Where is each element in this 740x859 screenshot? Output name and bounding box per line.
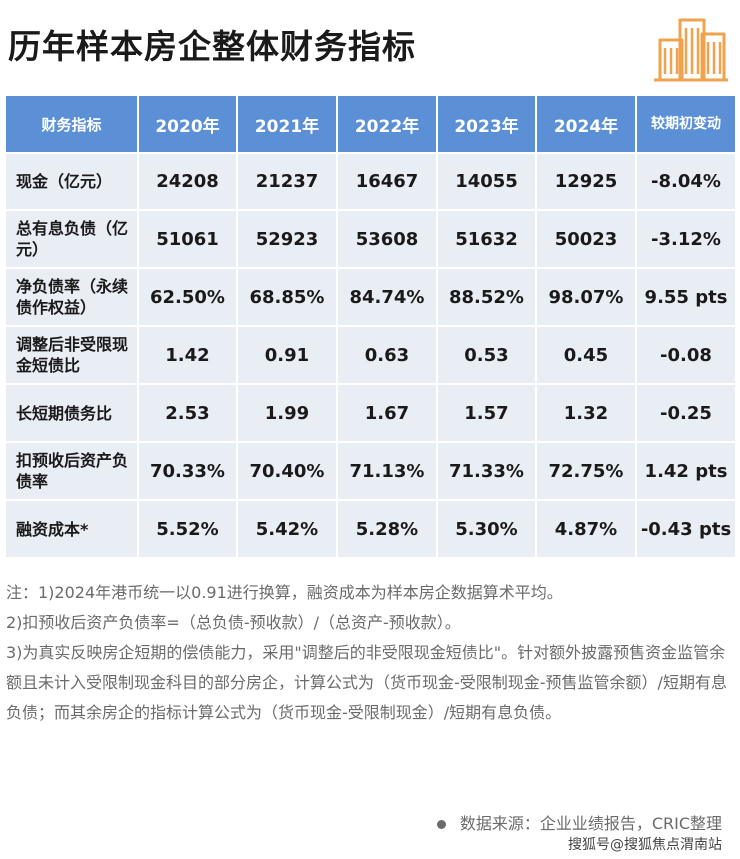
- footnote: 注：1)2024年港币统一以0.91进行换算，融资成本为样本房企数据算术平均。: [6, 583, 563, 602]
- table-cell: 70.33%: [137, 441, 238, 501]
- metric-label: 总有息负债（亿元）: [4, 209, 139, 269]
- bullet-dot-icon: [436, 820, 446, 829]
- metric-label: 现金（亿元）: [4, 152, 139, 211]
- column-header: 2021年: [236, 94, 338, 154]
- table-cell: 12925: [535, 152, 637, 211]
- table-row: 总有息负债（亿元） 51061 52923 53608 51632 50023 …: [4, 209, 737, 269]
- table-row: 长短期债务比 2.53 1.99 1.67 1.57 1.32 -0.25: [4, 383, 737, 443]
- table-cell: 4.87%: [535, 499, 637, 559]
- column-header: 2020年: [137, 94, 238, 154]
- watermark-credit: 搜狐号@搜狐焦点渭南站: [568, 837, 722, 853]
- table-cell: 5.52%: [137, 499, 238, 559]
- footnote: 2)扣预收后资产负债率=（总负债-预收款）/（总资产-预收款）。: [6, 613, 461, 632]
- table-cell: 0.91: [236, 325, 338, 385]
- table-row: 扣预收后资产负债率 70.33% 70.40% 71.13% 71.33% 72…: [4, 441, 737, 501]
- column-header: 2023年: [436, 94, 537, 154]
- table-cell: 70.40%: [236, 441, 338, 501]
- column-header: 2024年: [535, 94, 637, 154]
- metric-label: 扣预收后资产负债率: [4, 441, 139, 501]
- table-header-row: 财务指标 2020年 2021年 2022年 2023年 2024年 较期初变动: [4, 94, 737, 154]
- column-header: 2022年: [336, 94, 438, 154]
- table-cell: 5.28%: [336, 499, 438, 559]
- table-row: 净负债率（永续债作权益） 62.50% 68.85% 84.74% 88.52%…: [4, 267, 737, 327]
- table-cell: 5.42%: [236, 499, 338, 559]
- column-header: 财务指标: [4, 94, 139, 154]
- table-cell: 1.67: [336, 383, 438, 443]
- table-cell: 24208: [137, 152, 238, 211]
- table-row: 现金（亿元） 24208 21237 16467 14055 12925 -8.…: [4, 152, 737, 211]
- table-cell: 53608: [336, 209, 438, 269]
- data-source: 数据来源：企业业绩报告，CRIC整理: [436, 810, 722, 834]
- table-cell: 0.45: [535, 325, 637, 385]
- metric-label: 融资成本*: [4, 499, 139, 559]
- table-cell: 1.42: [137, 325, 238, 385]
- source-text: 数据来源：企业业绩报告，CRIC整理: [459, 814, 722, 833]
- table-cell: 52923: [236, 209, 338, 269]
- table-cell: 0.63: [336, 325, 438, 385]
- table-cell: 51061: [137, 209, 238, 269]
- table-cell: -0.25: [635, 383, 737, 443]
- table-cell: -3.12%: [635, 209, 737, 269]
- table-cell: 68.85%: [236, 267, 338, 327]
- financial-indicators-table: 财务指标 2020年 2021年 2022年 2023年 2024年 较期初变动…: [4, 94, 737, 559]
- table-cell: 1.32: [535, 383, 637, 443]
- table-cell: 1.57: [436, 383, 537, 443]
- table-cell: 9.55 pts: [635, 267, 737, 327]
- table-cell: 1.42 pts: [635, 441, 737, 501]
- table-cell: 21237: [236, 152, 338, 211]
- table-cell: 5.30%: [436, 499, 537, 559]
- metric-label: 净负债率（永续债作权益）: [4, 267, 139, 327]
- table-row: 调整后非受限现金短债比 1.42 0.91 0.63 0.53 0.45 -0.…: [4, 325, 737, 385]
- table-cell: 84.74%: [336, 267, 438, 327]
- footnotes: 注：1)2024年港币统一以0.91进行换算，融资成本为样本房企数据算术平均。 …: [6, 578, 734, 728]
- building-icon: [650, 6, 732, 88]
- table-cell: 50023: [535, 209, 637, 269]
- table-cell: 1.99: [236, 383, 338, 443]
- table-cell: -0.08: [635, 325, 737, 385]
- table-cell: -0.43 pts: [635, 499, 737, 559]
- table-cell: 16467: [336, 152, 438, 211]
- table-cell: 71.13%: [336, 441, 438, 501]
- header: 历年样本房企整体财务指标: [0, 0, 740, 92]
- table-cell: -8.04%: [635, 152, 737, 211]
- table-cell: 2.53: [137, 383, 238, 443]
- page-title: 历年样本房企整体财务指标: [8, 27, 416, 66]
- column-header: 较期初变动: [635, 94, 737, 154]
- table-cell: 51632: [436, 209, 537, 269]
- table-cell: 98.07%: [535, 267, 637, 327]
- table-cell: 62.50%: [137, 267, 238, 327]
- table-cell: 72.75%: [535, 441, 637, 501]
- table-cell: 0.53: [436, 325, 537, 385]
- metric-label: 调整后非受限现金短债比: [4, 325, 139, 385]
- table-cell: 88.52%: [436, 267, 537, 327]
- metric-label: 长短期债务比: [4, 383, 139, 443]
- table-cell: 71.33%: [436, 441, 537, 501]
- table-row: 融资成本* 5.52% 5.42% 5.28% 5.30% 4.87% -0.4…: [4, 499, 737, 559]
- footnote: 3)为真实反映房企短期的偿债能力，采用"调整后的非受限现金短债比"。针对额外披露…: [6, 643, 727, 722]
- table-cell: 14055: [436, 152, 537, 211]
